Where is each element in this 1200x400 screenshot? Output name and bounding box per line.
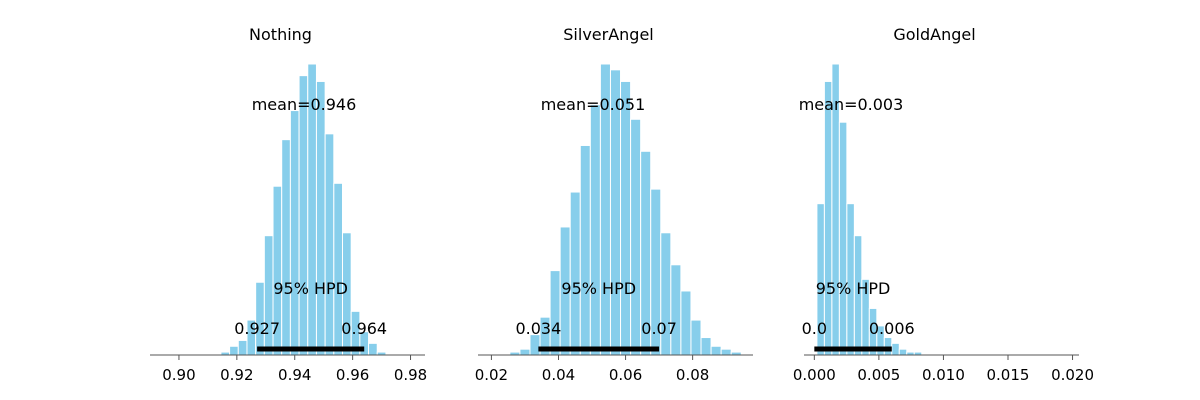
x-tick-label: 0.04 bbox=[542, 366, 575, 384]
hpd-label: 95% HPD bbox=[561, 279, 636, 298]
hpd-lower-value: 0.034 bbox=[515, 319, 561, 338]
hpd-label: 95% HPD bbox=[273, 279, 348, 298]
histogram-bar bbox=[281, 139, 291, 356]
histogram-bar bbox=[898, 348, 908, 356]
histogram-bar bbox=[315, 80, 326, 356]
x-tick-label: 0.94 bbox=[278, 366, 311, 384]
histogram-bar bbox=[237, 339, 248, 356]
hpd-upper-value: 0.964 bbox=[341, 319, 387, 338]
hpd-lower-value: 0.927 bbox=[234, 319, 280, 338]
histogram-bar bbox=[838, 121, 848, 356]
histogram-bar bbox=[368, 342, 378, 356]
panel-1: 0.02 0.04 0.06 0.08 SilverAngel mean=0.051 95%… bbox=[475, 25, 753, 384]
x-tick-label: 0.000 bbox=[793, 366, 836, 384]
mean-label: mean=0.003 bbox=[799, 95, 904, 114]
histogram-bar bbox=[298, 75, 309, 356]
histogram-bar bbox=[289, 110, 300, 356]
histogram-bar bbox=[883, 337, 893, 356]
histogram-bar bbox=[589, 104, 601, 356]
mean-label: mean=0.946 bbox=[252, 95, 357, 114]
x-tick-label: 0.98 bbox=[394, 366, 427, 384]
x-tick-label: 0.90 bbox=[162, 366, 195, 384]
x-tick-label: 0.92 bbox=[220, 366, 253, 384]
histogram-bar bbox=[630, 118, 642, 356]
x-tick-label: 0.005 bbox=[857, 366, 900, 384]
panel-title: GoldAngel bbox=[893, 25, 975, 44]
x-tick-label: 0.08 bbox=[676, 366, 709, 384]
histogram-bar bbox=[229, 345, 239, 356]
histogram-bar bbox=[324, 133, 335, 356]
panel-2: 0.000 0.005 0.010 0.015 0.020 GoldAngel mean=0… bbox=[793, 25, 1094, 384]
histogram-bar bbox=[891, 342, 900, 356]
x-tick-label: 0.020 bbox=[1051, 366, 1094, 384]
histogram-bar bbox=[710, 345, 722, 356]
x-tick-label: 0.06 bbox=[609, 366, 642, 384]
hpd-upper-value: 0.07 bbox=[641, 319, 677, 338]
histogram-bar bbox=[569, 191, 581, 356]
histogram-bar bbox=[690, 319, 702, 356]
mean-label: mean=0.051 bbox=[541, 95, 646, 114]
x-tick-label: 0.010 bbox=[922, 366, 965, 384]
histogram-bar bbox=[620, 80, 632, 356]
hpd-lower-value: 0.0 bbox=[802, 319, 827, 338]
histogram-bar bbox=[823, 80, 833, 356]
panel-0: 0.90 0.92 0.94 0.96 0.98 Nothing mean=0.946 95%… bbox=[150, 25, 427, 384]
panel-title: SilverAngel bbox=[563, 25, 653, 44]
x-tick-label: 0.02 bbox=[475, 366, 508, 384]
histogram-bar bbox=[519, 348, 531, 356]
histogram-bar bbox=[549, 270, 561, 356]
histogram-bar bbox=[670, 264, 682, 356]
histogram-bar bbox=[700, 337, 712, 356]
histogram-bar bbox=[680, 290, 692, 356]
panel-title: Nothing bbox=[249, 25, 312, 44]
histogram-bar bbox=[579, 144, 591, 356]
x-tick-label: 0.015 bbox=[987, 366, 1030, 384]
x-tick-label: 0.96 bbox=[336, 366, 369, 384]
hpd-label: 95% HPD bbox=[816, 279, 891, 298]
hpd-upper-value: 0.006 bbox=[869, 319, 915, 338]
histogram-bar bbox=[720, 348, 732, 356]
